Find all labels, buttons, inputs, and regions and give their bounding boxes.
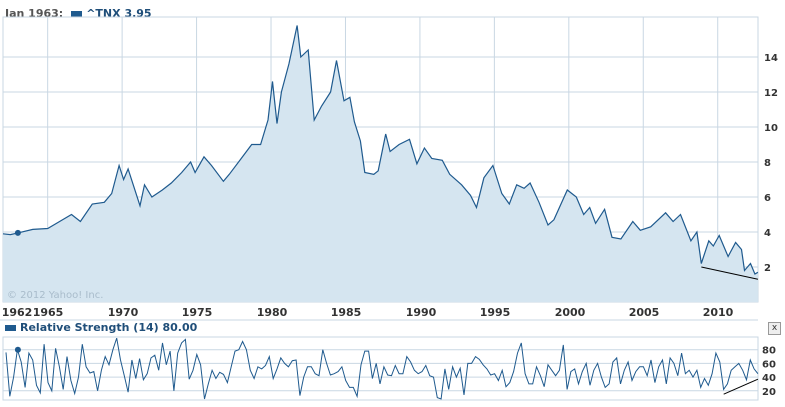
x-tick-label: 2000 (555, 306, 586, 319)
y-tick-label: 12 (764, 88, 778, 99)
y-tick-label: 4 (764, 228, 771, 239)
x-tick-label: 1970 (108, 306, 139, 319)
rsi-y-tick-label: 80 (762, 346, 776, 357)
y-tick-label: 8 (764, 158, 771, 169)
x-tick-label: 2010 (703, 306, 734, 319)
rsi-y-tick-label: 40 (762, 373, 776, 384)
x-tick-label: 2005 (629, 306, 660, 319)
rsi-y-tick-label: 20 (762, 387, 776, 398)
x-tick-label: 1980 (257, 306, 288, 319)
y-tick-label: 14 (764, 53, 778, 64)
y-tick-label: 10 (764, 123, 778, 134)
x-tick-label: 1962 (2, 306, 33, 319)
y-tick-label: 2 (764, 263, 771, 274)
x-tick-label: 1985 (331, 306, 362, 319)
x-tick-label: 1990 (406, 306, 437, 319)
rsi-y-tick-label: 60 (762, 359, 776, 370)
y-tick-label: 6 (764, 193, 771, 204)
copyright: © 2012 Yahoo! Inc. (7, 290, 103, 301)
x-tick-label: 1995 (480, 306, 511, 319)
x-tick-label: 1975 (182, 306, 213, 319)
x-tick-label: 1965 (33, 306, 64, 319)
hover-marker (15, 230, 21, 236)
rsi-hover-marker (15, 347, 21, 353)
